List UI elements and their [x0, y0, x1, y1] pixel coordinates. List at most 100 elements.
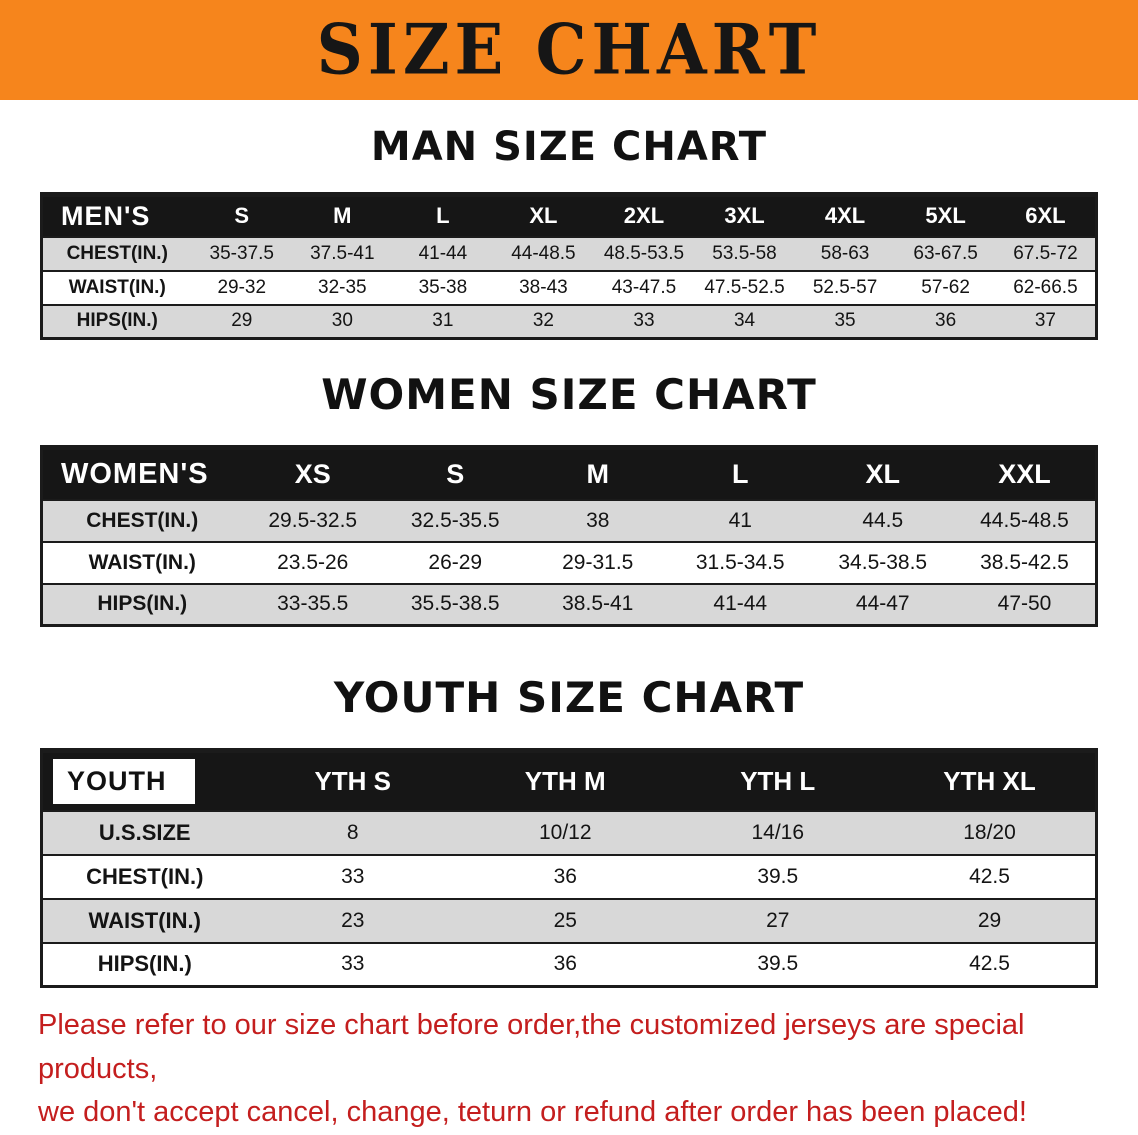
measurement-value: 26-29: [428, 550, 483, 574]
measurement-label: HIPS(IN.): [76, 310, 158, 332]
measurement-label: U.S.SIZE: [98, 819, 191, 845]
size-column-header: XL: [811, 447, 954, 500]
size-column-header: S: [384, 447, 527, 500]
size-column-header: XXL: [954, 447, 1097, 500]
measurement-label: HIPS(IN.): [97, 592, 188, 616]
measurement-value: 41: [728, 508, 752, 532]
measurement-value: 33-35.5: [277, 592, 349, 616]
measurement-value: 23: [341, 908, 365, 932]
measurement-value: 25: [553, 908, 577, 932]
measurement-label: CHEST(IN.): [86, 863, 204, 889]
measurement-row: HIPS(IN.) 29 30 31 32 33 34 35 36 37: [41, 304, 1097, 339]
table-corner-label: WOMEN'S: [41, 447, 242, 500]
measurement-row: WAIST(IN.) 23.5-26 26-29 29-31.5 31.5-34.5 34…: [41, 541, 1097, 584]
measurement-value: 33: [633, 310, 655, 332]
measurement-value: 35-37.5: [209, 242, 274, 264]
size-header-row: YOUTH YTH S YTH M YTH L YTH XL: [41, 750, 1097, 811]
measurement-label: CHEST(IN.): [86, 508, 199, 532]
measurement-value: 29-31.5: [562, 550, 634, 574]
measurement-value: 47.5-52.5: [704, 276, 785, 298]
measurement-value: 32.5-35.5: [410, 508, 500, 532]
measurement-value: 47-50: [997, 592, 1052, 616]
measurement-value: 48.5-53.5: [603, 242, 685, 264]
measurement-label: WAIST(IN.): [68, 276, 166, 298]
measurement-value: 33: [341, 952, 365, 976]
size-column-header: 5XL: [895, 194, 996, 237]
measurement-row: WAIST(IN.) 29-32 32-35 35-38 38-43 43-47.5 47.…: [41, 270, 1097, 305]
measurement-value: 32-35: [318, 276, 367, 298]
measurement-value: 35-38: [418, 276, 468, 298]
size-column-header: 6XL: [995, 194, 1097, 237]
measurement-value: 31.5-34.5: [695, 550, 785, 574]
man-chart-heading: MAN SIZE CHART: [370, 124, 768, 170]
size-column-header: 4XL: [794, 194, 896, 237]
measurement-value: 44.5-48.5: [980, 508, 1069, 532]
measurement-value: 34: [733, 310, 756, 332]
measurement-row: HIPS(IN.) 33 36 39.5 42.5: [41, 942, 1097, 987]
measurement-row: HIPS(IN.) 33-35.5 35.5-38.5 38.5-41 41-44 44-…: [41, 583, 1097, 626]
size-column-header: YTH L: [671, 750, 884, 811]
measurement-value: 27: [766, 908, 790, 932]
measurement-value: 35: [834, 310, 856, 332]
size-column-header: L: [669, 447, 812, 500]
banner-title: SIZE CHART: [316, 9, 822, 91]
measurement-value: 38: [586, 508, 610, 532]
measurement-row: CHEST(IN.) 33 36 39.5 42.5: [41, 854, 1097, 899]
womens-size-table: WOMEN'S XS S M L XL XXL CHEST(IN.) 29.5-32.5 32.5…: [40, 445, 1098, 627]
measurement-value: 18/20: [963, 820, 1016, 844]
youth-chart-heading: YOUTH SIZE CHART: [333, 673, 805, 722]
measurement-value: 33: [341, 864, 365, 888]
measurement-label: WAIST(IN.): [88, 550, 196, 574]
measurement-label: WAIST(IN.): [88, 907, 201, 933]
measurement-value: 37: [1034, 310, 1056, 332]
measurement-row: CHEST(IN.) 35-37.5 37.5-41 41-44 44-48.5 48.5…: [41, 236, 1097, 271]
size-column-header: 2XL: [593, 194, 695, 237]
measurement-value: 29: [977, 908, 1002, 932]
measurement-value: 39.5: [757, 952, 799, 976]
measurement-value: 42.5: [969, 864, 1010, 888]
measurement-value: 36: [553, 864, 577, 888]
measurement-value: 44.5: [862, 508, 904, 532]
measurement-value: 35.5-38.5: [410, 592, 500, 616]
disclaimer-note: Please refer to our size chart before or…: [38, 1004, 1118, 1135]
women-size-chart-section: WOMEN SIZE CHART WOMEN'S XS S M L XL XXL CHEST(…: [0, 370, 1138, 627]
size-column-header: 3XL: [694, 194, 795, 237]
measurement-label: HIPS(IN.): [97, 951, 192, 977]
size-column-header: M: [526, 447, 669, 500]
corner-label-box: YOUTH: [53, 758, 195, 804]
measurement-value: 36: [553, 952, 577, 976]
measurement-value: 30: [331, 310, 353, 332]
measurement-value: 32: [532, 310, 554, 332]
measurement-value: 38.5-42.5: [980, 550, 1069, 574]
measurement-value: 23.5-26: [277, 550, 349, 574]
measurement-label: CHEST(IN.): [66, 242, 168, 264]
measurement-value: 44-47: [855, 592, 910, 616]
size-column-header: XS: [241, 447, 384, 500]
measurement-value: 39.5: [757, 864, 799, 888]
table-corner-label: MEN'S: [41, 194, 192, 237]
measurement-value: 57-62: [921, 276, 970, 298]
measurement-value: 38-43: [519, 276, 568, 298]
size-header-row: WOMEN'S XS S M L XL XXL: [41, 447, 1097, 500]
measurement-value: 41-44: [713, 592, 768, 616]
youth-size-table: YOUTH YTH S YTH M YTH L YTH XL U.S.SIZE 8 10/12…: [40, 748, 1098, 988]
measurement-value: 34.5-38.5: [838, 550, 928, 574]
measurement-value: 52.5-57: [812, 276, 878, 298]
disclaimer-line-1: Please refer to our size chart before or…: [38, 1009, 1025, 1085]
size-column-header: M: [292, 194, 393, 237]
measurement-value: 8: [346, 820, 359, 844]
disclaimer-line-2: we don't accept cancel, change, teturn o…: [38, 1096, 1027, 1128]
measurement-value: 10/12: [538, 820, 592, 844]
table-corner-label: YOUTH: [41, 750, 247, 811]
size-column-header: YTH XL: [884, 750, 1097, 811]
measurement-value: 67.5-72: [1013, 242, 1078, 264]
measurement-value: 31: [432, 310, 454, 332]
measurement-value: 53.5-58: [712, 242, 777, 264]
measurement-value: 63-67.5: [913, 242, 978, 264]
size-column-header: S: [191, 194, 293, 237]
size-column-header: YTH S: [246, 750, 459, 811]
size-column-header: YTH M: [459, 750, 672, 811]
man-size-chart-section: MAN SIZE CHART MEN'S S M L XL 2XL 3XL 4XL 5XL 6XL…: [0, 124, 1138, 340]
measurement-value: 62-66.5: [1013, 276, 1078, 298]
measurement-value: 44-48.5: [511, 242, 576, 264]
